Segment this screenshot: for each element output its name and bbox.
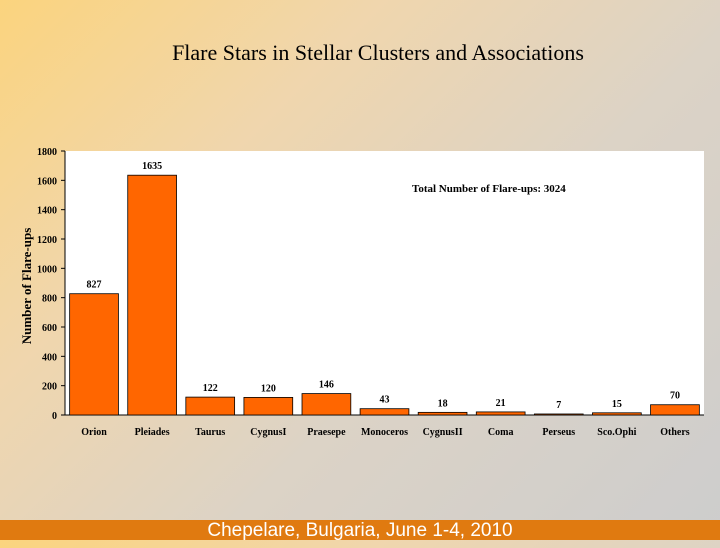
y-tick-label: 1800	[37, 147, 57, 158]
y-tick-label: 800	[42, 294, 57, 305]
slide-title: Flare Stars in Stellar Clusters and Asso…	[172, 40, 584, 65]
data-label: 43	[380, 395, 390, 406]
bar	[650, 404, 700, 416]
data-label: 18	[438, 398, 448, 409]
y-tick-label: 1400	[37, 206, 57, 217]
chart-svg: 0 200 400 600 800 1000 1200 1400 1600 1800 827 163…	[19, 147, 704, 438]
bar	[475, 411, 526, 416]
y-tick-label: 600	[42, 323, 57, 334]
y-tick-label: 0	[52, 411, 57, 422]
data-label: 1635	[142, 161, 162, 172]
data-label: 7	[556, 400, 561, 411]
y-axis: 0 200 400 600 800 1000 1200 1400 1600 1800	[37, 147, 66, 422]
data-label: 21	[496, 398, 506, 409]
bar	[592, 412, 642, 416]
total-annotation: Total Number of Flare-ups: 3024	[412, 183, 566, 195]
x-tick-label: Others	[660, 427, 690, 438]
y-tick-label: 1000	[37, 264, 57, 275]
x-tick-label: Taurus	[195, 427, 225, 438]
x-tick-label: Coma	[488, 427, 514, 438]
data-label: 120	[261, 383, 276, 394]
x-tick-label: Monoceros	[361, 427, 408, 438]
x-tick-label: Perseus	[542, 427, 575, 438]
bar	[417, 411, 468, 416]
x-tick-label: Pleiades	[135, 427, 170, 438]
bar	[69, 293, 119, 416]
bar	[359, 408, 410, 416]
bar	[243, 396, 294, 416]
bar	[185, 396, 236, 416]
data-label: 15	[612, 399, 622, 410]
bar	[127, 174, 177, 416]
x-tick-label: Orion	[81, 427, 107, 438]
x-tick-label: CygnusI	[250, 427, 286, 438]
data-label: 827	[87, 280, 102, 291]
bars-group: 827 1635 122 120 146 43 18 21 7 15 70	[65, 161, 704, 416]
y-tick-label: 200	[42, 382, 57, 393]
y-tick-label: 1200	[37, 235, 57, 246]
bar	[301, 393, 352, 416]
data-label: 122	[203, 383, 218, 394]
bar	[533, 413, 584, 416]
data-label: 146	[319, 380, 334, 391]
y-tick-label: 400	[42, 352, 57, 363]
y-tick-label: 1600	[37, 176, 57, 187]
x-tick-label: CygnusII	[423, 427, 463, 438]
x-tick-labels: Orion Pleiades Taurus CygnusI Praesepe Monoce…	[81, 427, 690, 438]
footer-text: Chepelare, Bulgaria, June 1-4, 2010	[207, 520, 513, 541]
x-tick-label: Sco.Ophi	[597, 427, 636, 438]
bar-chart: 0 200 400 600 800 1000 1200 1400 1600 1800 827 163…	[0, 140, 720, 440]
data-label: 70	[670, 391, 680, 402]
y-axis-label: Number of Flare-ups	[19, 228, 34, 345]
footer-bar: Chepelare, Bulgaria, June 1-4, 2010	[0, 520, 720, 541]
x-tick-label: Praesepe	[307, 427, 346, 438]
